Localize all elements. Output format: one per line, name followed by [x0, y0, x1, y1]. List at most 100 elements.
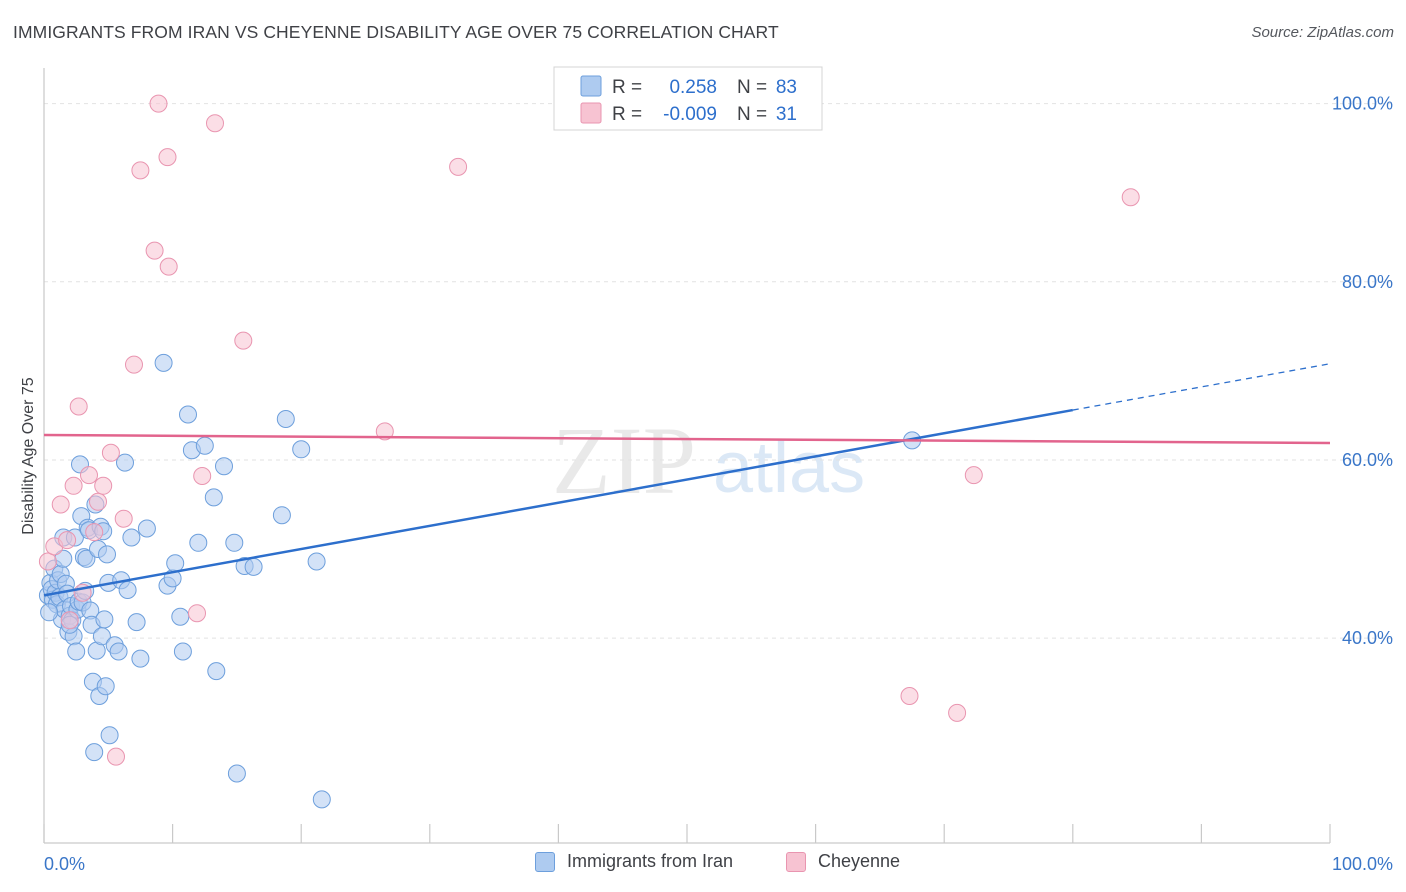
stats-n-label-blue: N = [737, 77, 767, 98]
legend-label-iran: Immigrants from Iran [567, 851, 734, 871]
cheyenne-point-4 [64, 476, 83, 495]
iran-point-52 [118, 581, 137, 599]
cheyenne-point-13 [114, 509, 133, 528]
cheyenne-point-27 [948, 703, 967, 722]
stats-swatch-blue [580, 75, 602, 97]
cheyenne-point-16 [145, 241, 164, 260]
stats-r-value-blue: 0.258 [669, 77, 717, 98]
legend-item-cheyenne[interactable]: Cheyenne [786, 851, 900, 872]
cheyenne-point-11 [101, 443, 120, 462]
legend-swatch-iran [535, 851, 555, 872]
iran-point-49 [109, 642, 128, 661]
iran-point-35 [85, 743, 104, 762]
trend-lines [43, 363, 1331, 597]
iran-point-68 [207, 662, 226, 681]
cheyenne-point-9 [89, 492, 107, 511]
y-tick-label-0: 40.0% [1342, 628, 1393, 648]
iran-point-75 [276, 410, 295, 428]
iran-point-29 [77, 549, 96, 568]
iran-point-51 [116, 453, 134, 472]
iran-point-76 [292, 440, 311, 459]
stats-r-label-blue: R = [612, 77, 642, 98]
iran-point-60 [166, 554, 185, 573]
iran-point-74 [272, 506, 291, 525]
y-axis-label: Disability Age Over 75 [20, 377, 37, 535]
cheyenne-point-12 [107, 747, 125, 766]
stats-n-label-pink: N = [737, 104, 767, 125]
iran-point-65 [189, 533, 208, 552]
cheyenne-point-24 [375, 422, 394, 441]
stats-r-value-pink: -0.009 [663, 104, 717, 125]
legend-item-iran[interactable]: Immigrants from Iran [535, 851, 733, 872]
x-tick-label-1: 100.0% [1332, 854, 1393, 874]
cheyenne-point-30 [58, 531, 77, 550]
cheyenne-point-17 [149, 94, 168, 113]
cheyenne-point-5 [69, 397, 88, 416]
y-tick-label-3: 100.0% [1332, 94, 1393, 114]
iran-point-44 [96, 677, 115, 696]
legend-swatch-cheyenne [786, 851, 806, 872]
cheyenne-trend-line [43, 433, 1331, 445]
iran-point-63 [179, 405, 197, 424]
iran-point-71 [227, 764, 246, 783]
iran-point-55 [131, 649, 150, 668]
iran-point-78 [312, 790, 331, 809]
watermark-atlas: atlas [713, 428, 865, 508]
cheyenne-point-3 [60, 611, 79, 630]
cheyenne-point-7 [80, 466, 98, 485]
cheyenne-point-10 [94, 476, 113, 495]
iran-point-62 [173, 642, 192, 661]
cheyenne-point-22 [206, 114, 224, 133]
iran-point-70 [225, 533, 244, 552]
source-credit: Source: ZipAtlas.com [1251, 24, 1394, 41]
iran-point-57 [154, 353, 173, 372]
iran-point-66 [195, 436, 214, 455]
cheyenne-point-20 [188, 604, 206, 623]
cheyenne-point-28 [964, 466, 983, 485]
iran-point-77 [307, 552, 326, 571]
iran-point-73 [244, 557, 263, 576]
y-tick-label-1: 60.0% [1342, 450, 1393, 470]
iran-point-47 [100, 726, 119, 745]
cheyenne-point-21 [193, 467, 212, 485]
cheyenne-point-14 [125, 355, 143, 374]
x-tick-label-0: 0.0% [44, 854, 85, 874]
stats-r-label-pink: R = [612, 104, 642, 125]
iran-point-43 [95, 610, 114, 629]
series-cheyenne-points [38, 94, 1140, 766]
iran-point-54 [127, 613, 146, 632]
stats-swatch-pink [580, 102, 602, 124]
iran-point-69 [215, 457, 233, 476]
series-iran-points [38, 353, 922, 809]
stats-legend: R = 0.258 N = 83 R = -0.009 N = 31 [553, 66, 823, 131]
series-legend: Immigrants from Iran Cheyenne [0, 851, 1406, 879]
tick-labels: 40.0% 60.0% 80.0% 100.0% 0.0% 100.0% [44, 94, 1393, 874]
iran-point-21 [67, 642, 86, 661]
iran-point-56 [137, 519, 156, 538]
y-tick-label-2: 80.0% [1342, 272, 1393, 292]
cheyenne-point-26 [900, 687, 919, 705]
cheyenne-point-0 [38, 552, 57, 571]
legend-label-cheyenne: Cheyenne [818, 851, 901, 871]
iran-trend-line-extension [1072, 363, 1331, 411]
cheyenne-point-25 [449, 157, 468, 176]
cheyenne-point-15 [131, 161, 150, 180]
cheyenne-point-29 [1121, 188, 1140, 207]
cheyenne-point-8 [85, 523, 104, 542]
stats-n-value-blue: 83 [776, 77, 797, 98]
cheyenne-point-23 [234, 331, 253, 350]
cheyenne-point-19 [159, 257, 178, 276]
iran-point-53 [122, 528, 141, 547]
cheyenne-point-18 [158, 148, 177, 167]
cheyenne-point-2 [51, 495, 70, 514]
watermark-zip: ZIP [552, 407, 696, 514]
stats-n-value-pink: 31 [776, 104, 797, 125]
watermark: ZIP atlas [552, 407, 865, 514]
iran-point-61 [171, 607, 190, 626]
iran-point-80 [40, 603, 59, 622]
axes [43, 68, 1331, 844]
iran-point-45 [98, 545, 116, 564]
iran-point-67 [204, 488, 223, 507]
chart-title: IMMIGRANTS FROM IRAN VS CHEYENNE DISABIL… [13, 22, 779, 42]
